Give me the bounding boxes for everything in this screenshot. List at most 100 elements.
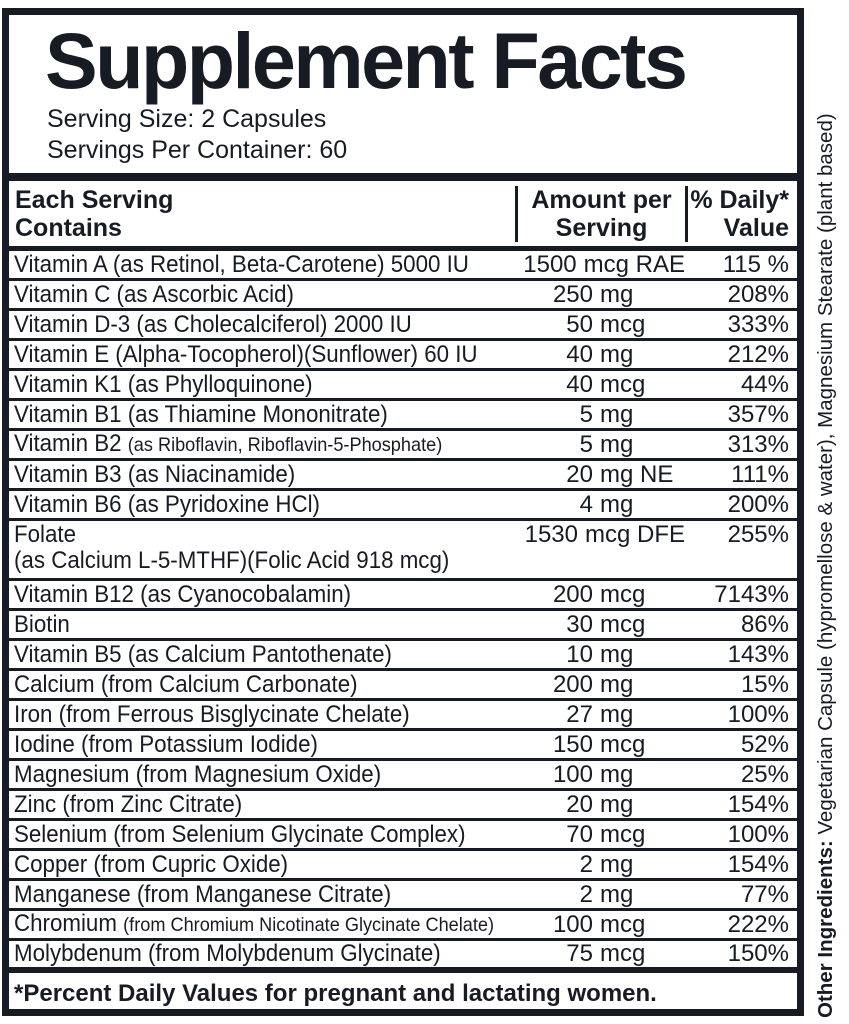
amount-value: 1500 <box>523 251 577 279</box>
nutrient-name-cell: Vitamin E (Alpha-Tocopherol)(Sunflower) … <box>9 342 515 368</box>
daily-value-cell: 44% <box>740 371 789 399</box>
nutrient-name-text: Magnesium (from Magnesium Oxide) <box>14 762 381 788</box>
table-row: Folate (as Calcium L-5-MTHF)(Folic Acid 9… <box>9 521 797 582</box>
daily-value-cell: 86% <box>740 611 789 639</box>
amount-unit: mg <box>600 641 634 669</box>
table-row: Vitamin E (Alpha-Tocopherol)(Sunflower) … <box>9 341 797 372</box>
nutrient-name-cell: Vitamin B1 (as Thiamine Mononitrate) <box>9 402 515 428</box>
nutrient-name-text: Iron (from Ferrous Bisglycinate Chelate) <box>14 702 410 728</box>
amount-unit: mg <box>600 761 634 789</box>
daily-value-cell: 357% <box>727 401 789 429</box>
other-ingredients-text: Vegetarian Capsule (hypromellose & water… <box>814 113 837 841</box>
nutrient-label: Selenium (from Selenium Glycinate Comple… <box>14 821 466 849</box>
amount-value: 200 <box>552 581 593 609</box>
amount-unit: mg NE <box>600 461 674 489</box>
table-row: Vitamin K1 (as Phylloquinone) 40 mcg 44% <box>9 371 797 402</box>
amount-cell: 1530 mcg DFE <box>500 522 685 548</box>
table-row: Vitamin A (as Retinol, Beta-Carotene) 50… <box>9 251 797 282</box>
amount-unit: mcg <box>600 940 646 968</box>
nutrient-name-cell: Vitamin A (as Retinol, Beta-Carotene) 50… <box>9 252 499 278</box>
nutrient-name-text: Molybdenum (from Molybdenum Glycinate) <box>14 941 441 967</box>
amount-unit: mg <box>600 341 634 369</box>
amount-cell: 50 mcg <box>515 312 685 338</box>
serving-info: Serving Size: 2 Capsules Servings Per Co… <box>47 104 797 166</box>
nutrient-name-text: Selenium (from Selenium Glycinate Comple… <box>14 822 466 848</box>
amount-value: 30 <box>566 611 593 639</box>
nutrient-label: Vitamin C (as Ascorbic Acid) <box>14 281 294 309</box>
amount-unit: mcg <box>600 371 646 399</box>
nutrient-name-text: Manganese (from Manganese Citrate) <box>14 882 391 908</box>
nutrient-name-cell: Vitamin K1 (as Phylloquinone) <box>9 372 515 398</box>
nutrient-label: Calcium (from Calcium Carbonate) <box>14 671 358 699</box>
nutrient-label: Magnesium (from Magnesium Oxide) <box>14 761 382 789</box>
table-row: Selenium (from Selenium Glycinate Comple… <box>9 821 797 852</box>
amount-value: 4 <box>579 491 593 519</box>
amount-cell: 100 mcg <box>515 912 685 938</box>
nutrient-name-text: Vitamin A (as Retinol, Beta-Carotene) 50… <box>14 252 469 278</box>
amount-unit: mg <box>600 791 634 819</box>
nutrient-label: Copper (from Cupric Oxide) <box>14 851 289 879</box>
nutrient-name-text: Copper (from Cupric Oxide) <box>14 852 288 878</box>
daily-value-cell: 77% <box>740 881 789 909</box>
amount-value: 1530 <box>524 521 578 549</box>
table-row: Iron (from Ferrous Bisglycinate Chelate)… <box>9 701 797 732</box>
nutrient-name-cell: Vitamin D-3 (as Cholecalciferol) 2000 IU <box>9 312 515 338</box>
nutrient-name-cell: Copper (from Cupric Oxide) <box>9 852 515 878</box>
table-header: Each Serving Contains Amount per Serving… <box>9 181 797 252</box>
nutrient-name-text: Calcium (from Calcium Carbonate) <box>14 672 358 698</box>
nutrient-name-text: Biotin <box>14 612 70 638</box>
table-row: Vitamin C (as Ascorbic Acid) 250 mg 208% <box>9 281 797 312</box>
table-row: Biotin 30 mcg 86% <box>9 611 797 642</box>
amount-value: 50 <box>566 311 593 339</box>
amount-unit: mcg <box>600 731 646 759</box>
nutrient-name-text: Vitamin B12 (as Cyanocobalamin) <box>14 582 351 608</box>
amount-cell: 4 mg <box>515 492 685 518</box>
daily-value-cell: 100% <box>727 821 789 849</box>
amount-cell: 5 mg <box>515 402 685 428</box>
amount-unit: mg <box>600 401 634 429</box>
daily-value-cell: 208% <box>727 281 789 309</box>
table-row: Vitamin B12 (as Cyanocobalamin) 200 mcg 714… <box>9 581 797 612</box>
amount-cell: 150 mcg <box>515 732 685 758</box>
column-header-daily-value: % Daily* Value <box>685 186 797 243</box>
amount-cell: 40 mcg <box>515 372 685 398</box>
table-row: Zinc (from Zinc Citrate) 20 mg 154% <box>9 791 797 822</box>
table-row: Calcium (from Calcium Carbonate) 200 mg 15% <box>9 671 797 702</box>
table-row: Vitamin B5 (as Calcium Pantothenate) 10 mg… <box>9 641 797 672</box>
nutrient-name-cell: Vitamin B3 (as Niacinamide) <box>9 462 515 488</box>
amount-value: 150 <box>552 731 593 759</box>
nutrient-name-text: Folate (as Calcium L-5-MTHF)(Folic Acid 9… <box>14 522 449 574</box>
nutrient-name-cell: Iodine (from Potassium Iodide) <box>9 732 515 758</box>
amount-cell: 20 mg <box>515 792 685 818</box>
amount-unit: mg <box>600 491 634 519</box>
amount-cell: 1500 mcg RAE <box>499 252 685 278</box>
footnote: *Percent Daily Values for pregnant and l… <box>14 980 657 1008</box>
serving-size: Serving Size: 2 Capsules <box>47 105 327 134</box>
nutrient-label: Vitamin K1 (as Phylloquinone) <box>14 371 313 399</box>
nutrient-name-text: Vitamin B5 (as Calcium Pantothenate) <box>14 642 392 668</box>
daily-value-cell: 15% <box>740 671 789 699</box>
amount-unit: mg <box>600 671 634 699</box>
daily-value-cell: 111% <box>731 461 789 489</box>
table-row: Iodine (from Potassium Iodide) 150 mcg 52% <box>9 731 797 762</box>
nutrient-name-cell: Zinc (from Zinc Citrate) <box>9 792 515 818</box>
amount-unit: mg <box>600 701 634 729</box>
amount-value: 70 <box>566 821 593 849</box>
table-row: Molybdenum (from Molybdenum Glycinate) 75… <box>9 940 797 974</box>
amount-unit: mg <box>600 431 634 459</box>
amount-value: 2 <box>579 881 593 909</box>
nutrient-name-text: Vitamin E (Alpha-Tocopherol)(Sunflower) … <box>14 342 478 368</box>
daily-value-cell: 7143% <box>714 581 789 609</box>
nutrient-name-text: Vitamin D-3 (as Cholecalciferol) 2000 IU <box>14 312 412 338</box>
nutrient-name-text: Iodine (from Potassium Iodide) <box>14 732 318 758</box>
amount-cell: 100 mg <box>515 762 685 788</box>
other-ingredients-note: Other Ingredients: Vegetarian Capsule (h… <box>814 110 838 1018</box>
daily-value-cell: 255% <box>727 521 789 549</box>
daily-value-cell: 222% <box>727 911 789 939</box>
nutrient-name-cell: Iron (from Ferrous Bisglycinate Chelate) <box>9 702 515 728</box>
nutrient-label: Iron (from Ferrous Bisglycinate Chelate) <box>14 701 410 729</box>
nutrient-name-cell: Chromium (from Chromium Nicotinate Glyci… <box>9 911 515 938</box>
amount-value: 5 <box>579 401 593 429</box>
amount-unit: mcg <box>600 611 646 639</box>
amount-value: 75 <box>566 940 593 968</box>
